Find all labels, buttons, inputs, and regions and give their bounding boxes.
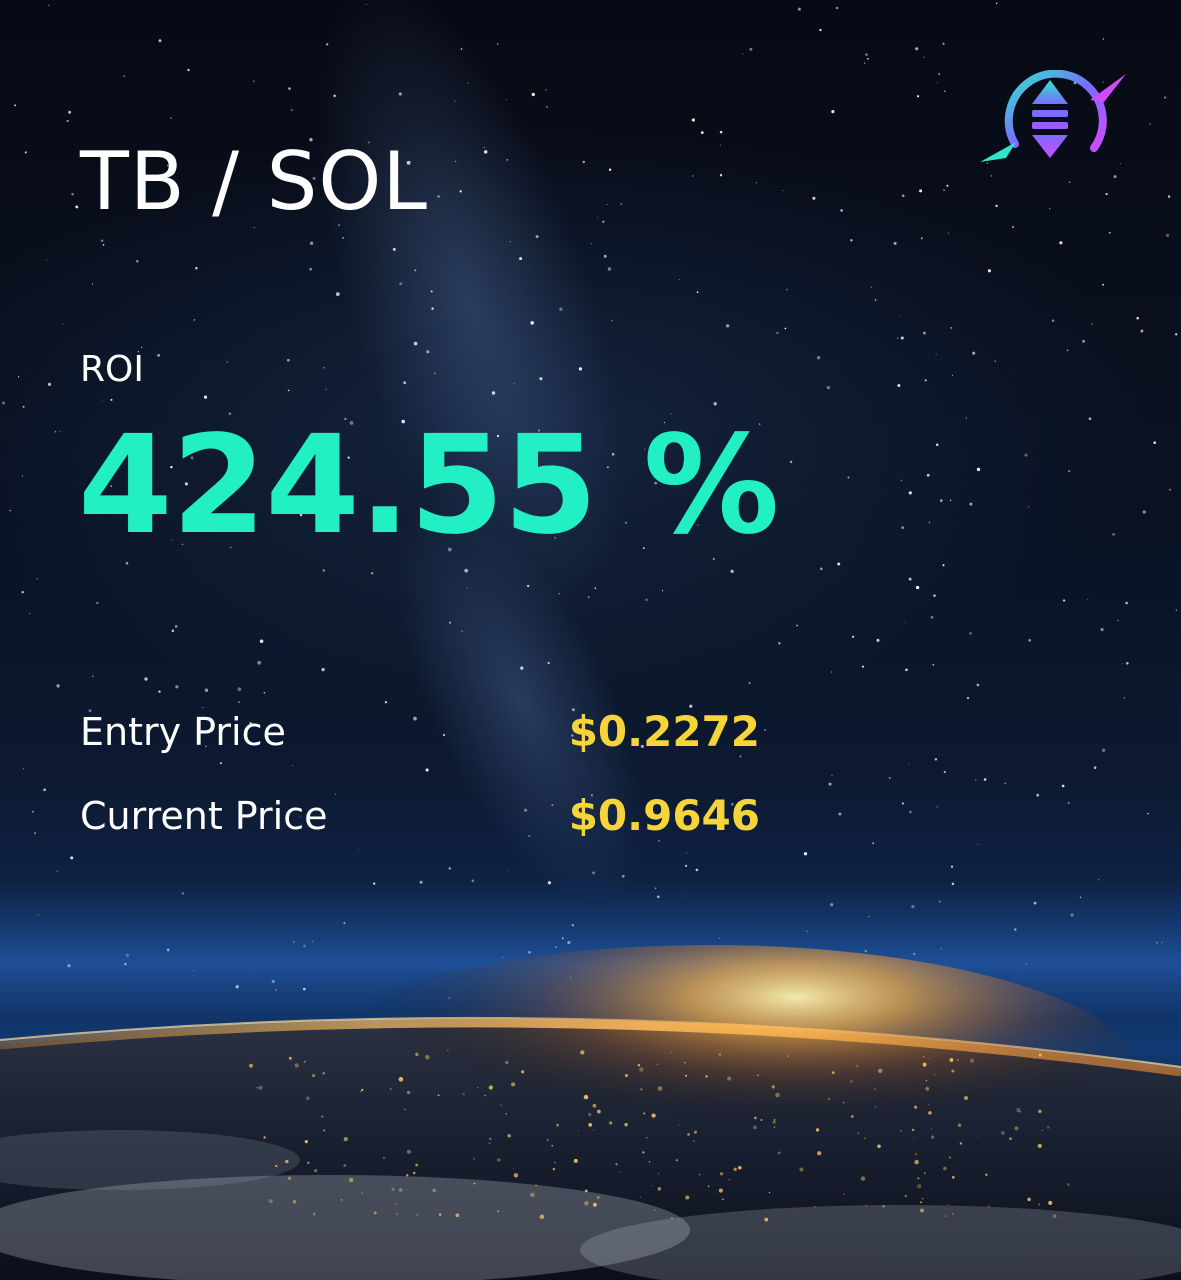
exchange-logo-icon [980,70,1126,162]
trading-pair-title: TB / SOL [80,135,428,228]
roi-label: ROI [80,349,144,390]
current-price-label: Current Price [80,794,328,838]
entry-price-value: $0.2272 [568,707,760,756]
roi-value: 424.55 % [78,407,779,565]
current-price-value: $0.9646 [568,791,760,840]
entry-price-label: Entry Price [80,710,286,754]
current-price-row: Current Price $0.9646 [80,792,760,840]
entry-price-row: Entry Price $0.2272 [80,708,760,756]
